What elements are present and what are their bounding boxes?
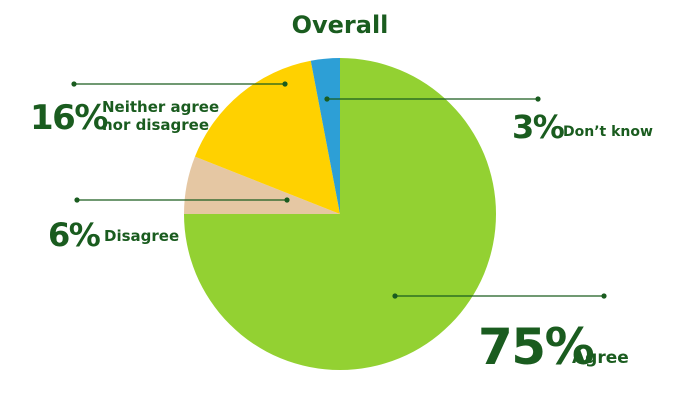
pie-slice-dontknow bbox=[310, 58, 340, 214]
dontknow-category-label: Don’t know bbox=[563, 124, 653, 140]
pie-slice-neither bbox=[194, 60, 340, 215]
agree-category-label: Agree bbox=[572, 348, 629, 368]
leader-lines bbox=[71, 81, 607, 299]
dontknow-percent-label: 3% bbox=[512, 108, 565, 146]
disagree-category-label: Disagree bbox=[104, 227, 179, 245]
pie-slices bbox=[184, 58, 496, 370]
disagree-percent-label: 6% bbox=[48, 216, 101, 254]
neither-category-label-line2: nor disagree bbox=[102, 116, 209, 134]
leader-dot-disagree-start bbox=[74, 197, 80, 203]
agree-percent-label: 75% bbox=[478, 318, 594, 376]
leader-dot-dontknow-start bbox=[324, 96, 330, 102]
neither-category-label-line1: Neither agree bbox=[102, 98, 219, 116]
leader-dot-neither-start bbox=[71, 81, 77, 87]
leader-dot-neither-end bbox=[282, 81, 288, 87]
chart-title: Overall bbox=[292, 11, 389, 39]
leader-dot-agree-end bbox=[601, 293, 607, 299]
neither-percent-label: 16% bbox=[30, 98, 107, 138]
leader-dot-agree-start bbox=[392, 293, 398, 299]
leader-dot-dontknow-end bbox=[535, 96, 541, 102]
leader-dot-disagree-end bbox=[284, 197, 290, 203]
